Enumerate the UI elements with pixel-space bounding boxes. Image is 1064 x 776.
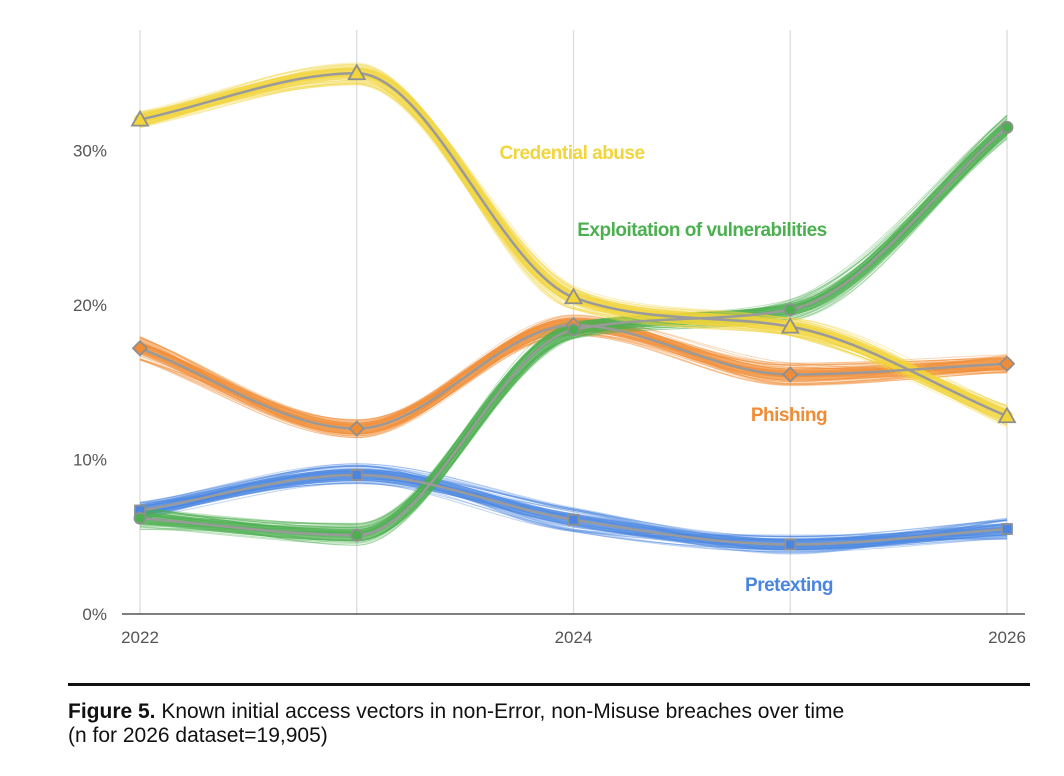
- series-markers: [130, 63, 1017, 551]
- caption-text-line2: (n for 2026 dataset=19,905): [68, 724, 328, 747]
- line-chart: 0% 10% 20% 30% 2022 2024 2026 Credential abus…: [73, 30, 1026, 647]
- marker-exploitation-of-vulnerabilities-2022: [133, 511, 147, 525]
- label-exploitation-of-vulnerabilities: Exploitation of vulnerabilities: [577, 220, 826, 241]
- y-tick-label: 30%: [73, 142, 107, 161]
- label-pretexting: Pretexting: [745, 575, 833, 596]
- x-tick-label: 2022: [121, 628, 159, 647]
- marker-credential-abuse-2022: [130, 109, 150, 127]
- figure-number: Figure 5.: [68, 700, 156, 723]
- marker-credential-abuse-2024: [563, 287, 584, 305]
- label-phishing: Phishing: [751, 405, 827, 426]
- series-labels: Credential abuse Exploitation of vulnerab…: [499, 143, 833, 596]
- marker-credential-abuse-2026: [997, 406, 1017, 424]
- marker-exploitation-of-vulnerabilities-2023: [350, 528, 364, 542]
- marker-pretexting-2026: [1001, 523, 1013, 535]
- marker-pretexting-2023: [350, 469, 363, 481]
- x-axis-ticks: 2022 2024 2026: [121, 628, 1026, 647]
- marker-phishing-2022: [131, 339, 149, 357]
- marker-phishing-2025: [781, 366, 799, 383]
- caption-divider: [68, 683, 1030, 686]
- y-tick-label: 20%: [73, 296, 107, 315]
- caption-text: Known initial access vectors in non-Erro…: [155, 700, 845, 723]
- marker-phishing-2023: [348, 420, 366, 437]
- x-tick-label: 2024: [555, 628, 593, 647]
- y-tick-label: 0%: [82, 605, 107, 624]
- figure-caption: Figure 5. Known initial access vectors i…: [68, 700, 1030, 748]
- y-axis-ticks: 0% 10% 20% 30%: [73, 142, 107, 625]
- marker-credential-abuse-2023: [347, 63, 367, 81]
- marker-exploitation-of-vulnerabilities-2024: [567, 323, 580, 337]
- marker-exploitation-of-vulnerabilities-2026: [1000, 120, 1014, 134]
- y-tick-label: 10%: [73, 451, 107, 470]
- label-credential-abuse: Credential abuse: [499, 143, 644, 164]
- x-tick-label: 2026: [988, 628, 1026, 647]
- marker-phishing-2026: [998, 355, 1016, 372]
- marker-pretexting-2024: [567, 513, 580, 526]
- marker-pretexting-2025: [784, 538, 797, 551]
- marker-credential-abuse-2025: [780, 316, 800, 334]
- marker-exploitation-of-vulnerabilities-2025: [783, 303, 797, 317]
- line-credential-abuse: [139, 72, 1008, 418]
